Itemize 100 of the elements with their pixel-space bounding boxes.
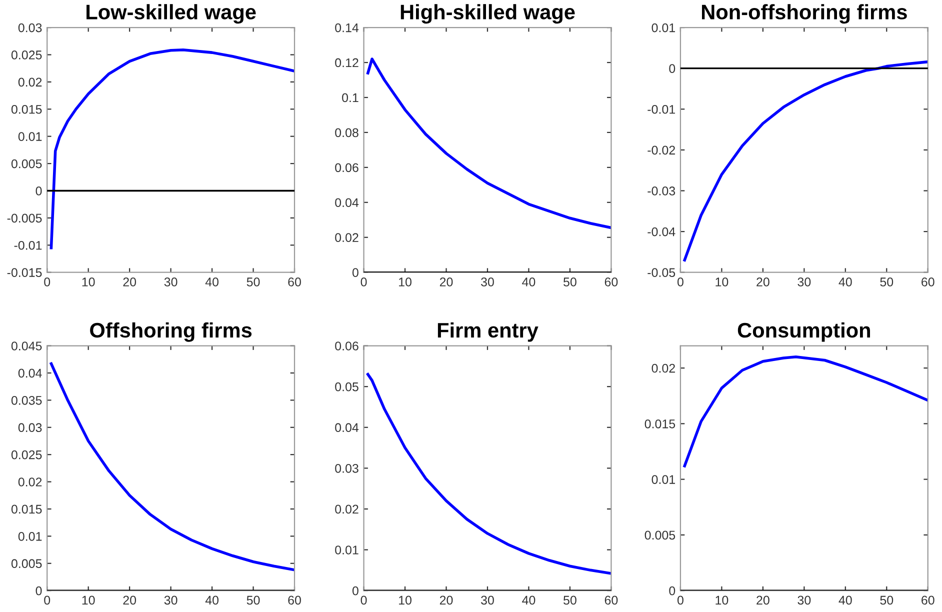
line-series [50, 48, 295, 250]
x-tick-label: 10 [716, 596, 728, 605]
x-tick-label: 0 [360, 278, 367, 286]
y-tick-label: -0.005 [7, 214, 42, 223]
y-tick-label: 0.02 [652, 364, 675, 373]
y-tick-label: 0.025 [11, 50, 42, 60]
chart-title: Low-skilled wage [86, 4, 256, 24]
x-tick-label: 50 [246, 278, 260, 286]
y-tick-label: 0.02 [18, 78, 42, 87]
y-tick-label: -0.01 [14, 240, 42, 250]
y-tick-label: 0.025 [11, 450, 42, 460]
y-tick-label: -0.03 [648, 186, 676, 196]
y-tick-label: -0.02 [648, 146, 675, 155]
x-tick-label: 60 [922, 278, 934, 286]
y-tick-label: 0.02 [18, 478, 42, 486]
y-tick-label: 0.06 [335, 342, 358, 350]
line-series [366, 372, 612, 575]
x-tick-label: 50 [880, 596, 894, 605]
x-tick-label: 0 [677, 278, 684, 286]
y-tick-label: 0.03 [335, 464, 358, 473]
y-tick-label: 0.01 [18, 132, 42, 141]
y-tick-label: 0.035 [11, 396, 42, 405]
x-tick-label: 0 [44, 596, 50, 605]
x-tick-label: 40 [205, 596, 218, 605]
y-tick-label: 0.01 [18, 532, 42, 541]
line-series [683, 356, 928, 468]
x-tick-label: 40 [838, 596, 852, 605]
y-tick-label: 0.02 [335, 504, 358, 514]
x-tick-label: 40 [838, 278, 852, 286]
y-tick-label: 0.12 [335, 58, 358, 68]
y-tick-label: 0.04 [18, 368, 42, 378]
y-tick-label: 0.01 [335, 546, 358, 554]
y-tick-label: 0.015 [11, 504, 42, 514]
x-tick-label: 20 [123, 596, 136, 605]
x-tick-label: 50 [564, 278, 576, 286]
y-tick-label: 0.1 [342, 93, 358, 102]
x-tick-label: 20 [440, 596, 453, 605]
x-tick-label: 10 [399, 278, 412, 286]
y-tick-label: 0.03 [18, 23, 42, 32]
y-tick-label: 0.015 [644, 419, 676, 428]
x-tick-label: 30 [798, 596, 811, 605]
x-tick-label: 20 [123, 278, 136, 286]
y-tick-label: 0.01 [652, 23, 675, 32]
x-tick-label: 20 [756, 278, 770, 286]
x-tick-label: 0 [44, 278, 50, 286]
y-tick-label: 0.045 [11, 342, 42, 350]
y-tick-label: 0.01 [652, 475, 675, 484]
y-tick-label: 0 [36, 586, 42, 596]
y-tick-label: 0.14 [335, 23, 359, 32]
x-tick-label: 40 [522, 596, 536, 605]
x-tick-label: 10 [399, 596, 412, 605]
y-tick-label: -0.015 [7, 268, 42, 277]
x-tick-label: 0 [677, 596, 684, 605]
y-tick-label: 0.04 [335, 423, 359, 432]
line-series [683, 60, 928, 262]
x-tick-label: 60 [604, 596, 618, 605]
y-tick-label: 0.005 [11, 159, 42, 168]
x-tick-label: 10 [82, 596, 95, 605]
y-tick-label: 0.06 [335, 163, 358, 172]
y-tick-label: 0.015 [11, 104, 42, 114]
x-tick-label: 40 [205, 278, 218, 286]
x-tick-label: 50 [880, 278, 894, 286]
x-tick-label: 50 [246, 596, 260, 605]
chart-title: Offshoring firms [90, 322, 252, 342]
y-tick-label: 0 [36, 186, 42, 196]
x-tick-label: 20 [440, 278, 453, 286]
x-tick-label: 30 [164, 596, 178, 605]
line-series [366, 58, 612, 230]
x-tick-label: 60 [922, 596, 934, 605]
x-tick-label: 30 [164, 278, 178, 286]
y-tick-label: 0.04 [335, 198, 359, 208]
x-tick-label: 20 [756, 596, 770, 605]
x-tick-label: 30 [481, 596, 494, 605]
y-tick-label: -0.04 [648, 227, 676, 236]
x-tick-label: 50 [564, 596, 576, 605]
x-tick-label: 60 [604, 278, 618, 286]
y-tick-label: 0 [352, 268, 358, 277]
x-tick-label: 0 [360, 596, 367, 605]
x-tick-label: 40 [522, 278, 536, 286]
chart-title: Firm entry [438, 322, 538, 342]
y-tick-label: 0.005 [11, 559, 42, 568]
y-tick-label: 0.005 [644, 530, 676, 540]
x-tick-label: 60 [288, 278, 301, 286]
y-tick-label: 0 [669, 586, 676, 596]
y-tick-label: 0.05 [335, 382, 358, 392]
x-tick-label: 10 [82, 278, 95, 286]
y-tick-label: 0.03 [18, 423, 42, 432]
y-tick-label: -0.05 [648, 268, 676, 277]
x-tick-label: 30 [798, 278, 811, 286]
y-tick-label: 0 [352, 586, 358, 596]
chart-title: Non-offshoring firms [702, 4, 907, 24]
y-tick-label: 0.02 [335, 233, 358, 242]
x-tick-label: 60 [288, 596, 301, 605]
y-tick-label: -0.01 [648, 104, 675, 114]
chart-title: Consumption [738, 322, 870, 342]
y-tick-label: 0.08 [335, 128, 358, 138]
x-tick-label: 30 [481, 278, 494, 286]
chart-title: High-skilled wage [400, 4, 575, 24]
line-series [50, 362, 295, 572]
x-tick-label: 10 [716, 278, 728, 286]
